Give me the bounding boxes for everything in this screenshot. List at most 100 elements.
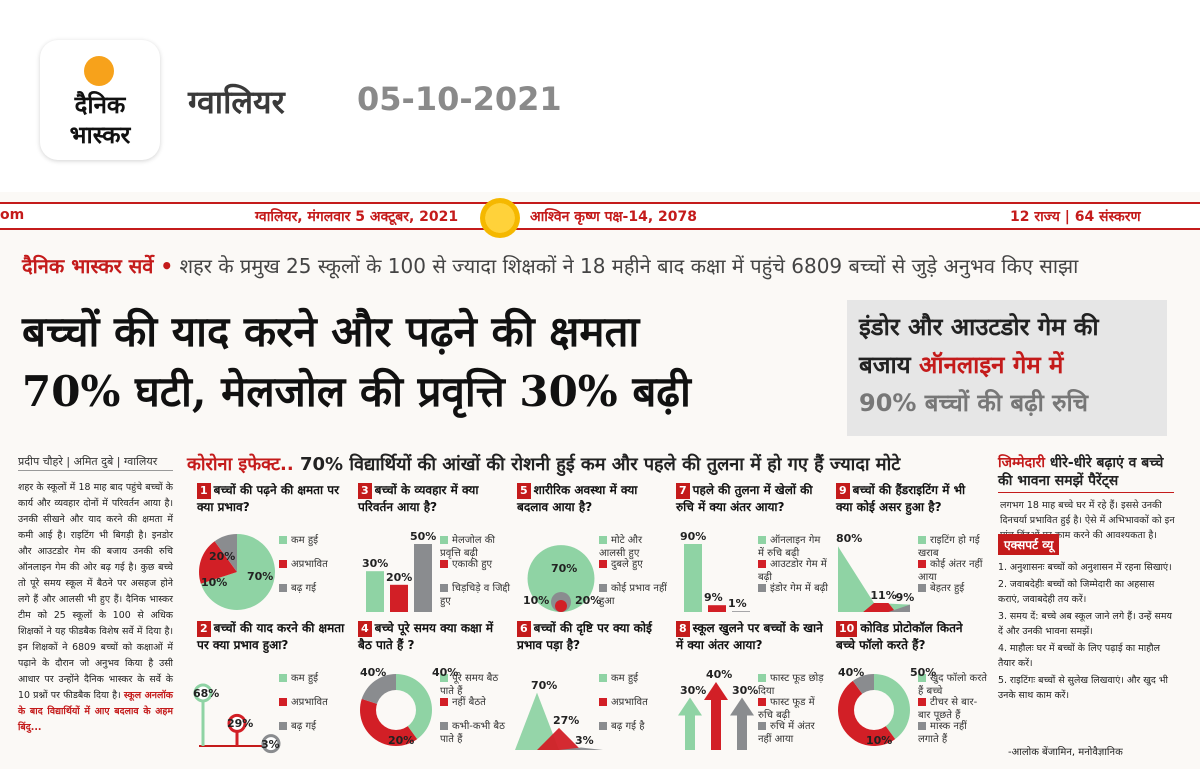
chart-title: 10 कोविड प्रोटोकॉल कितने बच्चे फॉलो करते … (836, 621, 963, 652)
pie-slice (199, 541, 237, 584)
chart-number-badge: 10 (836, 621, 858, 637)
app-header: दैनिक भास्कर ग्वालियर 05-10-2021 (0, 0, 1200, 190)
chart-number-badge: 8 (676, 621, 690, 637)
legend-item: बढ़ गई (279, 720, 349, 733)
chart-title: 8 स्कूल खुलने पर बच्चों के खाने में क्या … (676, 621, 823, 652)
chart-number-badge: 2 (197, 621, 211, 637)
legend-item: रुचि में अंतर नहीं आया (758, 721, 815, 745)
headline: बच्चों की याद करने और पढ़ने की क्षमता 70… (22, 302, 691, 422)
legend-item: बेहतर हुई (918, 582, 988, 595)
edition-date[interactable]: 05-10-2021 (357, 80, 562, 118)
legend-item: कम हुई (279, 672, 349, 685)
chart-number-badge: 1 (197, 483, 211, 499)
expert-view-badge: एक्सपर्ट व्यू (998, 534, 1060, 555)
legend-item: कोई प्रभाव नहीं हुआ (599, 583, 667, 607)
survey-charts (193, 534, 911, 754)
parents-heading-text: धीरे-धीरे बढ़ाएं व बच्चे की भावना समझें … (998, 455, 1164, 489)
legend-swatch (918, 698, 926, 706)
edition-city: ग्वालियर (188, 83, 285, 121)
legend-item: अप्रभावित (599, 696, 669, 709)
legend-swatch (279, 722, 287, 730)
legend-swatch (758, 560, 766, 568)
side-box-line3: 90% बच्चों की बढ़ी रुचि (859, 389, 1088, 417)
sun-ornament-icon (480, 198, 520, 238)
side-box-line1: इंडोर और आउटडोर गेम की (859, 313, 1099, 341)
bar (414, 544, 432, 612)
legend-item: पूरे समय बैठ पाते हैं (440, 673, 499, 697)
data-label: 50% (410, 530, 437, 543)
data-label: 70% (247, 570, 274, 583)
masthead-date: ग्वालियर, मंगलवार 5 अक्टूबर, 2021 (255, 209, 459, 225)
chart-title: 9 बच्चों की हैंडराइटिंग में भी क्या कोई अ… (836, 483, 966, 514)
data-label: 80% (836, 532, 863, 546)
legend-swatch (279, 698, 287, 706)
expert-point: 3. समय दें: बच्चे अब स्कूल जाने लगे हैं।… (998, 611, 1172, 637)
headline-line1: बच्चों की याद करने और पढ़ने की क्षमता (22, 307, 640, 356)
newspaper-page: om ग्वालियर, मंगलवार 5 अक्टूबर, 2021 आश्… (0, 192, 1200, 769)
survey-line: दैनिक भास्कर सर्वे • शहर के प्रमुख 25 स्… (22, 252, 1078, 279)
triangle-mark (537, 727, 581, 750)
data-label: 70% (551, 561, 578, 575)
chart-title: 6 बच्चों की दृष्टि पर क्या कोई प्रभाव पड़… (517, 621, 652, 652)
chart-number-badge: 3 (358, 483, 372, 499)
bar (390, 584, 408, 612)
bar (732, 611, 750, 612)
data-label: 20% (388, 734, 415, 747)
expert-point: 5. राइटिंगः बच्चों से सुलेख लिखवाएं। और … (998, 675, 1168, 701)
area-fill (863, 602, 896, 612)
masthead-edge: om (0, 207, 25, 223)
legend-item: इंडोर गेम में बढ़ी (758, 582, 828, 595)
legend-item: कोई अंतर नहीं आया (918, 559, 983, 583)
parents-intro: लगभग 18 माह बच्चे घर में रहे हैं। इससे उ… (1000, 500, 1175, 541)
legend-item: एकाकी हुए (440, 558, 510, 571)
legend-swatch (918, 674, 926, 682)
corona-label: कोरोना इफेक्ट.. (187, 454, 294, 475)
legend-item: कम हुई (599, 672, 669, 685)
data-label: 40% (706, 668, 733, 681)
legend-swatch (758, 674, 766, 682)
legend-item: फास्ट फूड छोड़ दिया (758, 673, 824, 697)
expert-signature: -आलोक बेंजामिन, मनोवैज्ञानिक (1008, 747, 1123, 758)
legend-swatch (918, 536, 926, 544)
lollipop-head (193, 683, 213, 703)
data-label: 68% (193, 686, 220, 700)
data-label: 10% (866, 734, 893, 747)
legend-swatch (599, 560, 607, 568)
side-highlight-box: इंडोर और आउटडोर गेम की बजाय ऑनलाइन गेम म… (847, 300, 1167, 436)
legend-item: चिड़चिड़े व जिद्दी हुए (440, 583, 510, 607)
legend-item: फास्ट फूड में रुचि बढ़ी (758, 697, 815, 721)
data-label: 29% (227, 717, 254, 731)
data-label: 27% (553, 713, 580, 727)
side-box-line2a: बजाय (859, 351, 911, 379)
newspaper-logo[interactable]: दैनिक भास्कर (40, 40, 160, 160)
legend-swatch (758, 722, 766, 730)
area-fill (838, 546, 910, 612)
data-label: 50% (910, 666, 937, 679)
bar (708, 605, 726, 612)
legend-swatch (599, 536, 607, 544)
data-label: 20% (386, 570, 413, 584)
data-label: 9% (895, 590, 915, 604)
legend-item: मेलजोल की प्रवृत्ति बढ़ी (440, 535, 495, 559)
legend-swatch (599, 722, 607, 730)
legend-swatch (440, 560, 448, 568)
triangle-mark (515, 692, 559, 750)
data-label: 20% (575, 594, 602, 607)
expert-points: 1. अनुशासनः बच्चों को अनुशासन में रहना स… (998, 560, 1174, 705)
legend-swatch (918, 722, 926, 730)
arrow-shaft (737, 713, 747, 750)
side-box-line2: बजाय ऑनलाइन गेम में (859, 346, 1155, 384)
legend-item: मोटे और आलसी हुए (599, 535, 643, 559)
legend-item: अप्रभावित (279, 558, 349, 571)
logo-line2: भास्कर (69, 120, 131, 149)
legend-swatch (440, 698, 448, 706)
data-label: 10% (201, 576, 228, 589)
data-label: 10% (523, 594, 550, 607)
corona-text: 70% विद्यार्थियों की आंखों की रोशनी हुई … (299, 454, 901, 475)
data-label: 3% (575, 733, 594, 747)
data-label: 40% (360, 666, 387, 679)
chart-title: 7 पहले की तुलना में खेलों की रुचि में क्य… (676, 483, 813, 514)
legend-swatch (279, 584, 287, 592)
legend-item: खुद फॉलो करते हैं बच्चे (918, 673, 987, 697)
legend-swatch (440, 674, 448, 682)
